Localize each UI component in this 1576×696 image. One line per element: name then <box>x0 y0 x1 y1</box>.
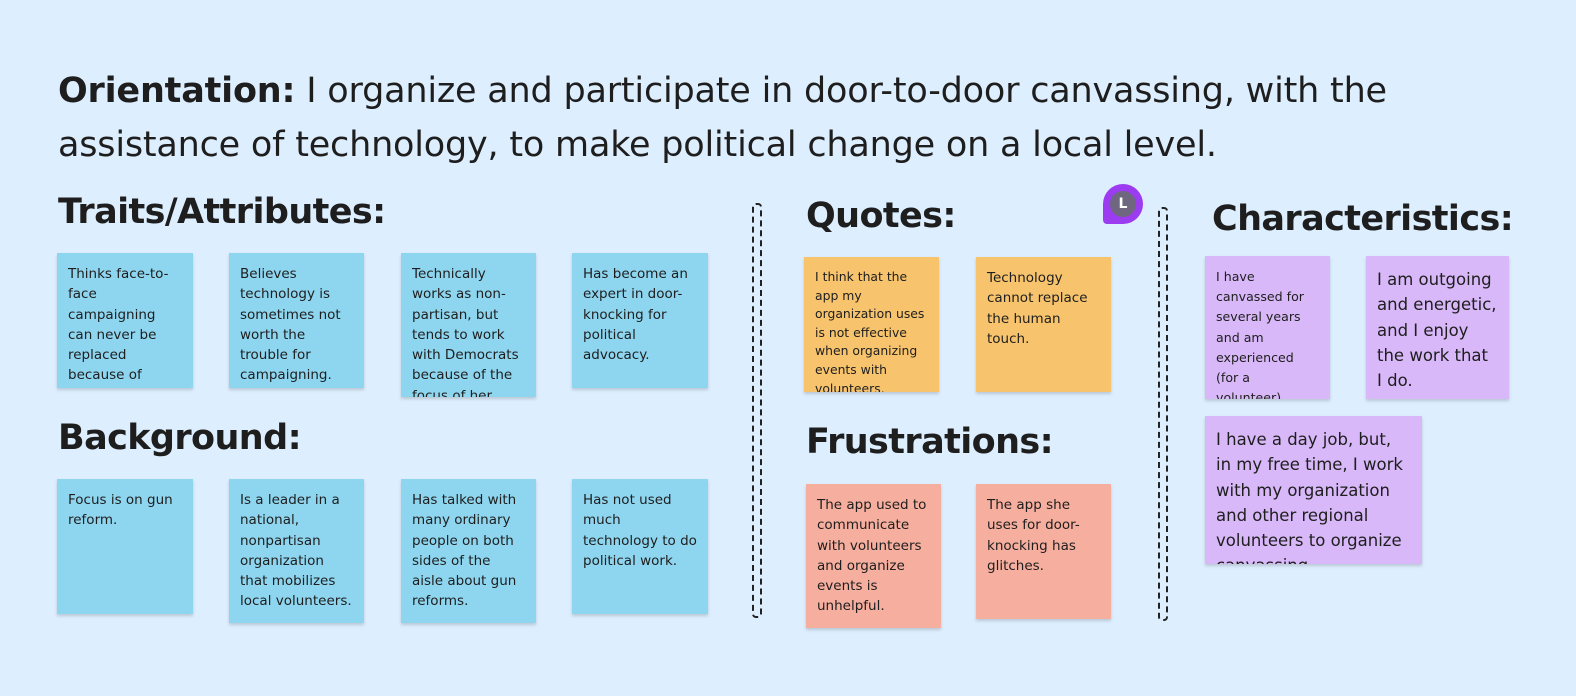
background-note-3[interactable]: Has talked with many ordinary people on … <box>401 479 536 623</box>
characteristics-note-2[interactable]: I am outgoing and energetic, and I enjoy… <box>1366 256 1509 399</box>
frustrations-heading[interactable]: Frustrations: <box>806 422 1054 462</box>
column-divider-left[interactable] <box>752 203 762 618</box>
background-note-1[interactable]: Focus is on gun reform. <box>57 479 193 614</box>
quotes-note-2[interactable]: Technology cannot replace the human touc… <box>976 257 1111 392</box>
traits-note-2[interactable]: Believes technology is sometimes not wor… <box>229 253 364 388</box>
traits-heading[interactable]: Traits/Attributes: <box>58 192 386 232</box>
orientation-text: I organize and participate in door-to-do… <box>58 71 1387 165</box>
characteristics-note-1[interactable]: I have canvassed for several years and a… <box>1205 256 1330 399</box>
frustrations-note-2[interactable]: The app she uses for door-knocking has g… <box>976 484 1111 619</box>
column-divider-right[interactable] <box>1158 207 1168 621</box>
background-heading[interactable]: Background: <box>58 418 302 458</box>
traits-note-4[interactable]: Has become an expert in door-knocking fo… <box>572 253 708 388</box>
characteristics-note-3[interactable]: I have a day job, but, in my free time, … <box>1205 416 1422 564</box>
background-note-4[interactable]: Has not used much technology to do polit… <box>572 479 708 614</box>
orientation-label: Orientation: <box>58 71 296 111</box>
collaborator-cursor[interactable]: L <box>1103 184 1143 224</box>
quotes-note-1[interactable]: I think that the app my organization use… <box>804 257 939 392</box>
traits-note-1[interactable]: Thinks face-to-face campaigning can neve… <box>57 253 193 388</box>
orientation-statement[interactable]: Orientation: I organize and participate … <box>58 64 1528 172</box>
traits-note-3[interactable]: Technically works as non-partisan, but t… <box>401 253 536 397</box>
quotes-heading[interactable]: Quotes: <box>806 196 956 236</box>
characteristics-heading[interactable]: Characteristics: <box>1212 199 1514 239</box>
frustrations-note-1[interactable]: The app used to communicate with volunte… <box>806 484 941 628</box>
background-note-2[interactable]: Is a leader in a national, nonpartisan o… <box>229 479 364 623</box>
collaborator-avatar: L <box>1110 191 1136 217</box>
